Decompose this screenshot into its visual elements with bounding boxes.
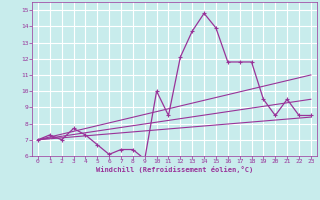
X-axis label: Windchill (Refroidissement éolien,°C): Windchill (Refroidissement éolien,°C)	[96, 166, 253, 173]
